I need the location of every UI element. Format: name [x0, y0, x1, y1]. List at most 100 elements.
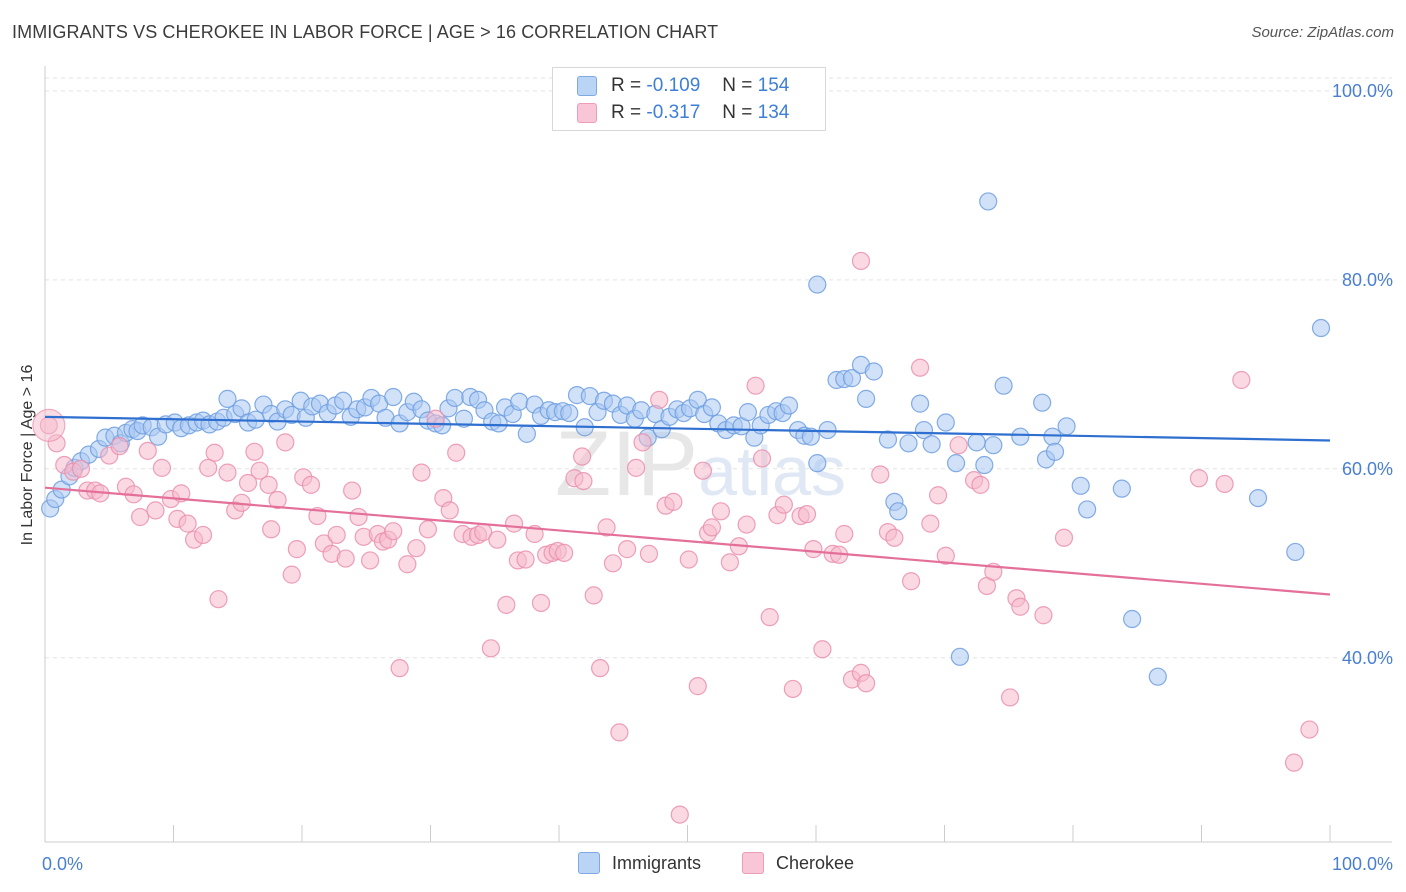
legend-row-cherokee: R = -0.317 N = 134 — [577, 101, 789, 125]
legend-n-label: N = — [722, 102, 753, 123]
stats-legend: R = -0.109 N = 154 R = -0.317 N = 134 — [552, 67, 826, 131]
cherokee-point — [262, 520, 281, 539]
immigrants-point — [384, 387, 403, 407]
cherokee-point — [693, 461, 713, 480]
legend-r-value: -0.317 — [646, 102, 701, 123]
legend-swatch-cherokee — [577, 103, 597, 123]
immigrants-point — [979, 192, 998, 211]
cherokee-point — [670, 805, 689, 824]
y-tick-label: 40.0% — [1342, 648, 1393, 668]
cherokee-point — [361, 551, 380, 570]
cherokee-point — [783, 679, 802, 699]
cherokee-point — [205, 443, 224, 462]
cherokee-point — [152, 458, 172, 477]
cherokee-point — [573, 447, 592, 466]
immigrants-point — [946, 454, 966, 473]
cherokee-point — [949, 436, 968, 455]
cherokee-point — [138, 441, 157, 460]
cherokee-point — [928, 486, 948, 505]
trend-lines — [44, 415, 1331, 596]
y-tick-label: 60.0% — [1342, 459, 1393, 479]
axes — [44, 66, 1392, 843]
cherokee-point — [193, 525, 213, 545]
cherokee-point — [531, 593, 551, 613]
cherokee-point — [301, 475, 321, 494]
cherokee-point — [481, 639, 500, 658]
legend-r-value: -0.109 — [646, 75, 701, 96]
cherokee-point — [626, 458, 646, 477]
cherokee-point — [871, 465, 890, 484]
cherokee-point — [504, 514, 524, 533]
cherokee-point — [639, 544, 659, 563]
series-legend-cherokee: Cherokee — [742, 852, 854, 874]
cherokee-point — [885, 528, 904, 547]
immigrants-point — [857, 389, 876, 408]
series-legend: Immigrants Cherokee — [0, 852, 1406, 876]
cherokee-point — [71, 459, 91, 478]
immigrants-point — [218, 389, 237, 408]
cherokee-point — [774, 495, 793, 514]
cherokee-point — [412, 463, 431, 482]
immigrants-point — [702, 398, 722, 417]
cherokee-point — [901, 572, 921, 591]
immigrants-point — [967, 433, 986, 452]
cherokee-point — [910, 358, 930, 377]
cherokee-point — [447, 443, 466, 462]
immigrants-point — [864, 362, 883, 381]
immigrants-point — [975, 455, 994, 475]
immigrants-point — [801, 427, 820, 446]
immigrants-point — [889, 502, 908, 521]
y-tick-label: 80.0% — [1342, 270, 1393, 290]
cherokee-point — [1054, 528, 1074, 547]
cherokee-point — [1011, 597, 1030, 616]
immigrants-point — [1112, 479, 1131, 498]
cherokee-point — [398, 555, 417, 574]
cherokee-point — [287, 540, 306, 559]
cherokee-point — [971, 475, 990, 494]
series-legend-immigrants: Immigrants — [578, 852, 701, 874]
legend-row-immigrants: R = -0.109 N = 154 — [577, 74, 789, 98]
cherokee-point — [702, 518, 722, 537]
cherokee-point — [650, 390, 669, 409]
cherokee-point — [440, 501, 459, 520]
immigrants-point — [510, 392, 529, 411]
cherokee-point — [268, 490, 287, 510]
immigrants-point — [984, 436, 1003, 455]
cherokee-point — [336, 549, 355, 568]
immigrants-point — [738, 403, 757, 422]
immigrants-point — [1045, 442, 1065, 461]
cherokee-point — [851, 251, 871, 271]
immigrants-point — [334, 391, 353, 410]
immigrants-point — [1033, 393, 1052, 412]
cherokee-point — [110, 437, 129, 456]
cherokee-point — [1215, 474, 1234, 494]
immigrants-swatch — [578, 852, 600, 874]
immigrants-point — [994, 376, 1013, 395]
cherokee-point — [574, 471, 593, 491]
cherokee-point — [1000, 688, 1020, 707]
cherokee-point — [390, 659, 409, 678]
cherokee-points — [32, 251, 1319, 824]
immigrants-point — [489, 414, 508, 433]
cherokee-point — [746, 376, 765, 395]
immigrants-point — [454, 409, 474, 428]
cherokee-point — [720, 553, 740, 572]
cherokee-point — [146, 501, 165, 520]
immigrants-point — [914, 420, 934, 440]
legend-n-label: N = — [722, 75, 753, 96]
cherokee-point — [936, 546, 955, 565]
immigrants-point — [445, 388, 465, 408]
cherokee-point — [209, 590, 228, 609]
cherokee-point — [921, 514, 940, 533]
cherokee-point — [218, 463, 237, 482]
chart-title: IMMIGRANTS VS CHEROKEE IN LABOR FORCE | … — [12, 22, 719, 42]
cherokee-point — [488, 530, 507, 549]
cherokee-legend-label: Cherokee — [776, 852, 855, 873]
cherokee-point — [804, 540, 823, 559]
cherokee-point — [857, 674, 876, 693]
cherokee-point — [245, 442, 264, 461]
cherokee-point — [1300, 720, 1319, 739]
legend-r-label: R = — [611, 75, 642, 96]
gridlines — [45, 77, 1392, 659]
